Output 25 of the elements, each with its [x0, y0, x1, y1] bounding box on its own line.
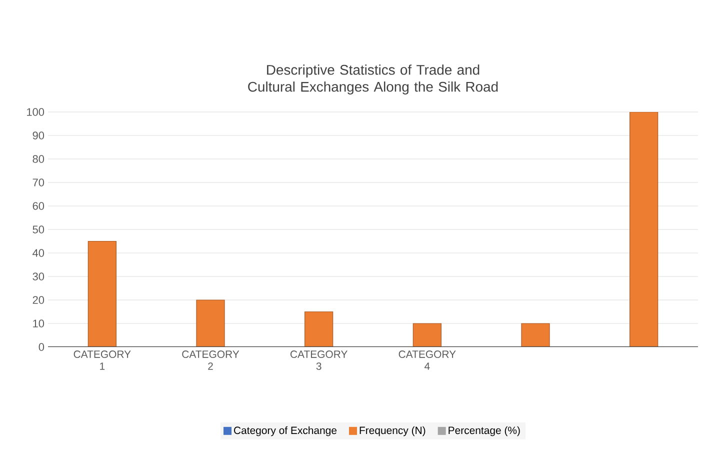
y-tick-label: 70	[32, 178, 44, 186]
bar	[196, 300, 225, 347]
bar	[88, 240, 116, 347]
y-tick-label: 20	[32, 296, 44, 304]
legend-label: Frequency (N)	[360, 426, 426, 436]
y-tick-label: 30	[32, 272, 44, 280]
chart-title: Descriptive Statistics of Trade and Cultural Exchanges Along the Silk Road	[248, 64, 498, 94]
x-tick-label: CATEGORY 3	[290, 350, 348, 370]
x-tick-label: CATEGORY 2	[182, 350, 240, 370]
x-tick-label: CATEGORY 1	[74, 350, 131, 370]
bar	[412, 323, 442, 347]
y-tick-label: 0	[38, 343, 44, 351]
y-tick-label: 100	[27, 108, 44, 116]
y-tick-label: 90	[32, 132, 44, 140]
y-tick-label: 80	[32, 155, 44, 163]
x-tick-label: CATEGORY 4	[398, 350, 456, 370]
bar	[521, 323, 550, 347]
legend-label: Category of Exchange	[234, 426, 337, 436]
bar	[304, 311, 334, 347]
y-tick-label: 50	[32, 226, 44, 234]
y-tick-label: 60	[32, 202, 44, 210]
y-tick-label: 40	[32, 249, 44, 257]
bar	[630, 112, 658, 347]
legend-label: Percentage (%)	[448, 426, 520, 436]
y-tick-label: 10	[33, 320, 44, 328]
